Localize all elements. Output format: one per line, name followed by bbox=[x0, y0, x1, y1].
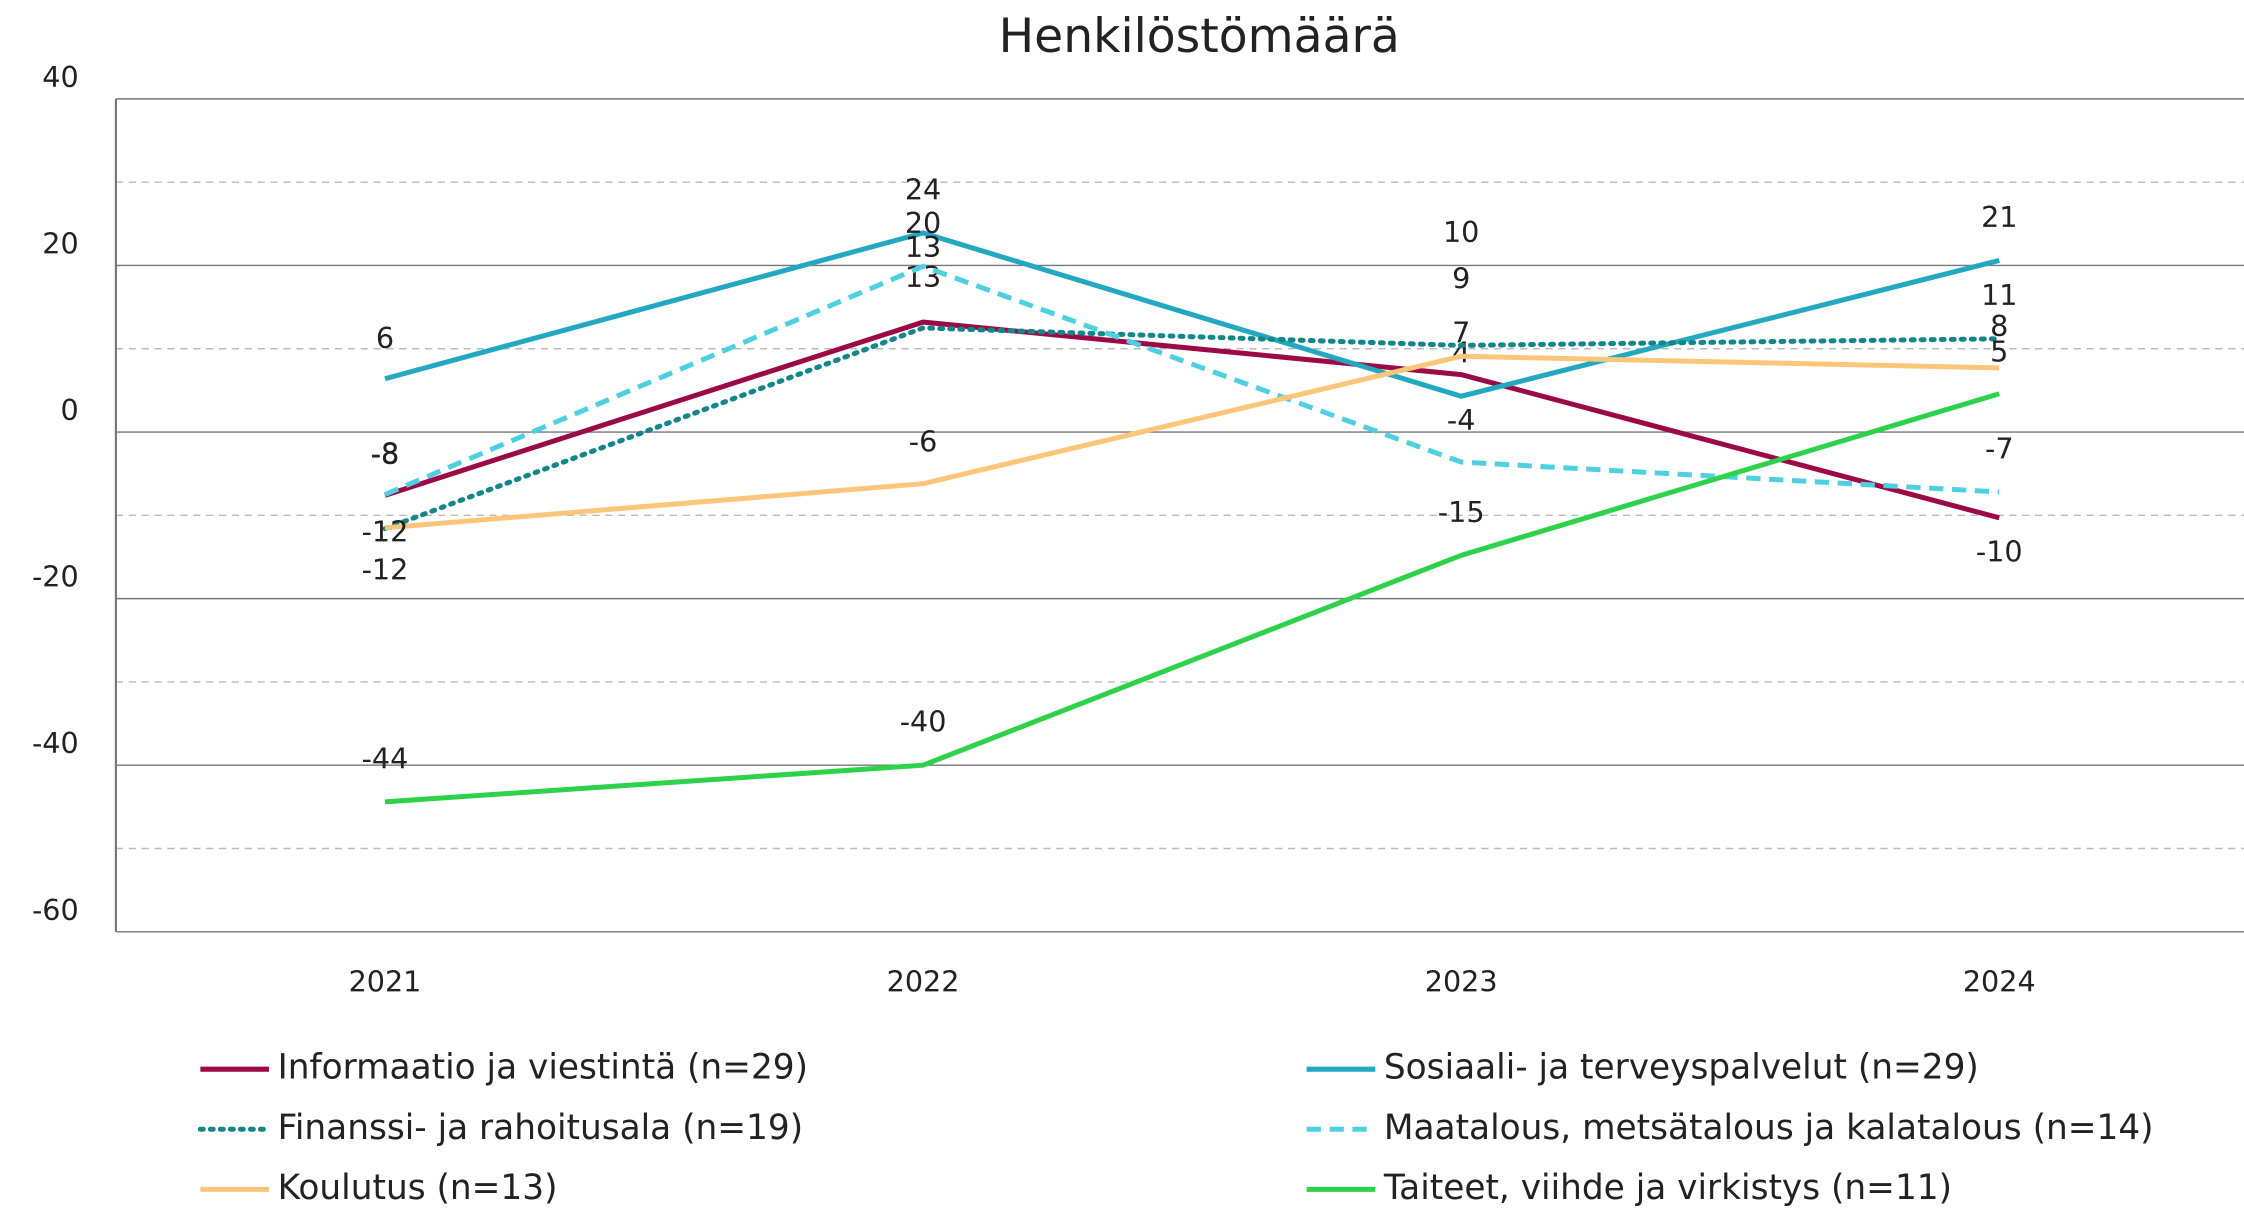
data-label: -8 bbox=[371, 436, 400, 470]
data-label: 24 bbox=[905, 172, 941, 206]
line bbox=[384, 391, 2000, 805]
data-label: -8 bbox=[371, 437, 400, 471]
y-tick-label: 0 bbox=[61, 393, 79, 427]
y-tick-label: 20 bbox=[42, 226, 78, 260]
chart-title: Henkilöstömäärä bbox=[999, 9, 1400, 64]
legend-label: Informaatio ja viestintä (n=29) bbox=[278, 1048, 808, 1088]
data-label: 8 bbox=[1990, 309, 2008, 343]
data-label: -7 bbox=[1985, 432, 2014, 466]
data-label: 10 bbox=[1443, 215, 1479, 249]
data-label: 7 bbox=[1452, 316, 1470, 350]
data-label: -6 bbox=[909, 425, 938, 459]
data-label: 11 bbox=[1981, 278, 2017, 312]
data-label: 5 bbox=[1990, 335, 2008, 369]
data-label: 21 bbox=[1981, 200, 2017, 234]
line bbox=[382, 325, 2002, 532]
data-label: -15 bbox=[1438, 495, 1485, 529]
x-tick-label: 2021 bbox=[349, 964, 422, 998]
line bbox=[384, 319, 2000, 521]
legend-label: Taiteet, viihde ja virkistys (n=11) bbox=[1383, 1168, 1952, 1208]
line bbox=[384, 353, 2000, 531]
data-label: 6 bbox=[376, 321, 394, 355]
data-label: -40 bbox=[900, 705, 947, 739]
data-label: -4 bbox=[1447, 403, 1476, 437]
data-label: -12 bbox=[362, 553, 409, 587]
y-tick-label: -20 bbox=[32, 560, 79, 594]
x-tick-label: 2024 bbox=[1963, 964, 2036, 998]
data-label: 20 bbox=[905, 206, 941, 240]
y-tick-label: -40 bbox=[32, 726, 79, 760]
legend-label: Maatalous, metsätalous ja kalatalous (n=… bbox=[1384, 1108, 2154, 1148]
legend-label: Sosiaali- ja terveyspalvelut (n=29) bbox=[1384, 1048, 1979, 1088]
line bbox=[383, 263, 2000, 497]
data-label: -10 bbox=[1976, 535, 2023, 569]
data-label: 13 bbox=[905, 230, 941, 264]
data-label: -44 bbox=[362, 741, 409, 775]
line bbox=[384, 230, 2000, 399]
x-tick-label: 2023 bbox=[1425, 964, 1498, 998]
legend-label: Finanssi- ja rahoitusala (n=19) bbox=[278, 1108, 803, 1148]
legend-label: Koulutus (n=13) bbox=[278, 1168, 558, 1208]
x-tick-label: 2022 bbox=[887, 964, 960, 998]
data-label: 9 bbox=[1452, 261, 1470, 295]
y-tick-label: -60 bbox=[32, 893, 79, 927]
data-label: -12 bbox=[362, 515, 409, 549]
data-label: 4 bbox=[1452, 336, 1470, 370]
y-tick-label: 40 bbox=[42, 60, 78, 94]
